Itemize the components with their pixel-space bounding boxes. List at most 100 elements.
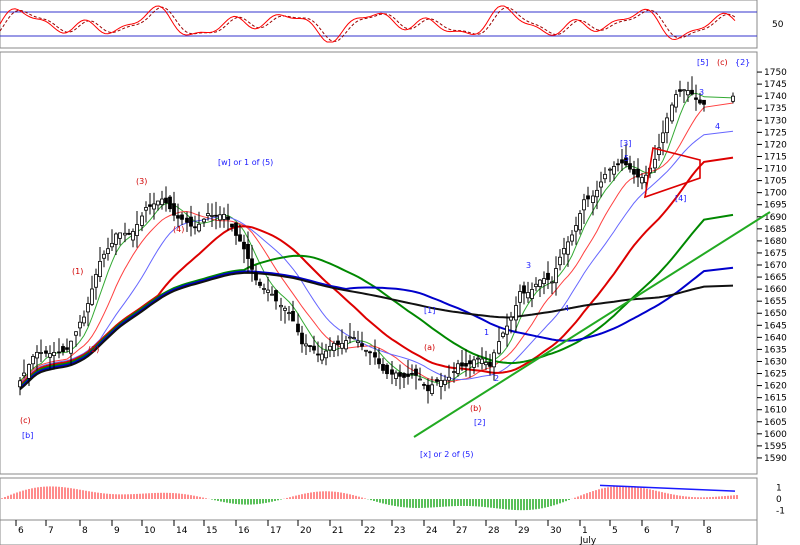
wave-label-14: 3 — [526, 261, 531, 270]
wave-label-19: 3 — [699, 88, 704, 97]
candle-body — [156, 200, 160, 206]
candle-body — [661, 132, 665, 143]
histogram-panel — [0, 477, 758, 521]
candle-body — [492, 352, 496, 368]
histogram-divergence-line — [599, 484, 736, 492]
candle-body — [123, 232, 127, 236]
candle-body — [435, 379, 439, 382]
candle-body — [140, 215, 144, 226]
oscillator-tick-label-0: 50 — [772, 20, 784, 30]
candle-body — [595, 189, 599, 198]
candle-body — [468, 360, 472, 365]
price-tick-label-10: 1640 — [764, 333, 787, 343]
date-tick-label-21: 7 — [674, 526, 680, 536]
wave-label-11: 2 — [494, 374, 499, 383]
candle-body — [612, 166, 616, 175]
wave-label-5: (4) — [173, 225, 184, 234]
moving-average-line-6 — [19, 271, 734, 391]
candle-body — [202, 218, 206, 223]
candle-body — [48, 353, 52, 358]
candle-body — [106, 248, 110, 255]
candle-body — [402, 373, 406, 378]
wave-label-18: [4] — [675, 194, 686, 203]
date-tick-label-17: 30 — [550, 526, 562, 536]
candle-body — [628, 163, 632, 170]
candle-body — [193, 226, 197, 229]
candle-body — [98, 260, 102, 278]
date-tick-label-1: 7 — [48, 526, 54, 536]
candle-body — [110, 242, 114, 248]
price-panel — [0, 51, 758, 475]
candle-body — [118, 232, 122, 239]
wave-labels-layer: [w] or 1 of (5) [x] or 2 of (5) (3) (1) (2) (… — [20, 58, 750, 459]
candle-body — [254, 272, 258, 281]
candle-body — [456, 363, 460, 374]
price-tick-label-32: 1750 — [764, 68, 787, 78]
candle-body — [312, 345, 316, 351]
support-trendline — [413, 211, 771, 438]
candle-body — [538, 279, 542, 288]
price-tick-label-24: 1710 — [764, 165, 787, 175]
candle-body — [258, 281, 262, 286]
candle-body — [214, 214, 218, 217]
candle-body — [164, 197, 168, 204]
price-tick-label-5: 1615 — [764, 394, 787, 404]
candle-body — [246, 243, 250, 259]
candle-body — [222, 214, 226, 220]
wave-label-20: 4 — [715, 122, 720, 131]
candle-body — [624, 157, 628, 166]
wave-label-8: (a) — [424, 343, 435, 352]
candle-body — [22, 372, 26, 377]
moving-average-line-4 — [19, 213, 734, 388]
month-label: July — [579, 536, 597, 545]
candle-body — [230, 223, 234, 228]
candles-layer — [18, 76, 735, 404]
date-tick-label-10: 21 — [332, 526, 343, 536]
candle-body — [657, 147, 661, 155]
candle-body — [368, 351, 372, 354]
price-tick-label-23: 1705 — [764, 177, 787, 187]
wave-label-10: 1 — [484, 328, 489, 337]
wave-label-23: {2} — [735, 58, 750, 67]
candle-body — [94, 274, 98, 288]
candle-body — [534, 283, 538, 288]
oscillator-layer: 50 — [0, 5, 784, 43]
candle-body — [418, 378, 422, 381]
candle-body — [488, 362, 492, 367]
candle-body — [308, 345, 312, 347]
wave-label-12: (b) — [470, 404, 481, 413]
candle-body — [603, 173, 607, 180]
candle-body — [250, 258, 254, 270]
date-tick-label-12: 23 — [394, 526, 405, 536]
candle-body — [616, 163, 620, 166]
wave-label-22: (c) — [717, 58, 728, 67]
candle-body — [390, 369, 394, 375]
wave-label-0: [w] or 1 of (5) — [218, 158, 273, 167]
date-tick-label-3: 9 — [114, 526, 120, 536]
candle-body — [682, 89, 686, 92]
candle-body — [460, 362, 464, 367]
price-tick-label-20: 1690 — [764, 213, 787, 223]
wave-label-16: [3] — [620, 139, 631, 148]
candle-body — [328, 345, 332, 351]
candle-body — [373, 352, 377, 358]
wave-label-9: [1] — [424, 306, 435, 315]
moving-average-line-3 — [19, 156, 734, 386]
candle-body — [65, 347, 69, 350]
candle-body — [35, 351, 39, 359]
candle-body — [172, 203, 176, 216]
candle-body — [148, 204, 152, 207]
oscillator-main-line — [0, 5, 736, 43]
candle-body — [218, 214, 222, 221]
candle-body — [505, 325, 509, 335]
wave-label-3: (1) — [72, 267, 83, 276]
candle-body — [61, 346, 65, 352]
candle-body — [74, 331, 78, 336]
histogram-layer: 10-1 — [1, 484, 785, 516]
wave-label-1: [x] or 2 of (5) — [420, 450, 473, 459]
candle-body — [522, 285, 526, 294]
candle-body — [168, 196, 172, 210]
candle-body — [27, 364, 31, 379]
date-tick-label-8: 17 — [270, 526, 281, 536]
